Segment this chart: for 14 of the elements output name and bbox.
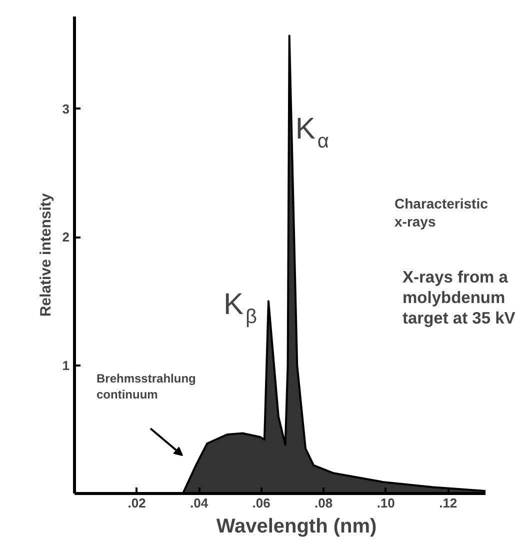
x-tick-label: .04 — [190, 496, 209, 510]
y-tick-label: 1 — [62, 358, 70, 373]
x-axis-title: Wavelength (nm) — [216, 516, 377, 538]
annotation: X-rays from a molybdenum target at 35 kV — [402, 268, 516, 328]
y-tick-label: 3 — [62, 101, 70, 116]
y-tick-label: 2 — [62, 230, 70, 245]
annotation: Characteristic x-rays — [394, 196, 488, 230]
annotation: Brehmsstrahlung continuum — [96, 372, 196, 402]
y-axis-title: Relative intensity — [37, 192, 54, 317]
x-tick-label: .02 — [128, 496, 146, 510]
x-tick-label: .08 — [314, 496, 333, 510]
x-tick-label: .10 — [376, 496, 395, 510]
x-tick-label: .12 — [439, 496, 458, 510]
x-tick-label: .06 — [252, 496, 270, 510]
